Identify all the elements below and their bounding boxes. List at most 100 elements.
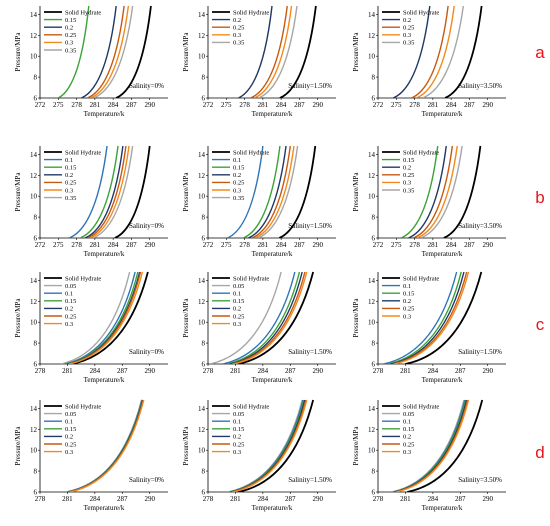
- y-tick-label: 8: [202, 340, 206, 348]
- y-tick-label: 10: [368, 193, 376, 201]
- salinity-note: Salinity=0%: [129, 82, 164, 90]
- y-tick-label: 10: [368, 319, 376, 327]
- series-line-0-1: [64, 271, 136, 364]
- x-tick-label: 287: [285, 367, 296, 375]
- series-line-solid-hydrate: [71, 271, 149, 364]
- legend-label: 0.2: [233, 172, 241, 179]
- series-line-0-2: [238, 5, 273, 98]
- legend-label: 0.05: [65, 283, 76, 290]
- y-tick-label: 10: [30, 447, 38, 455]
- series-line-0-25: [251, 145, 291, 238]
- y-tick-label: 6: [34, 361, 38, 369]
- x-tick-label: 275: [53, 101, 64, 109]
- legend-label: 0.2: [233, 17, 241, 24]
- x-tick-label: 278: [71, 101, 82, 109]
- legend-label: 0.05: [65, 411, 76, 418]
- x-tick-label: 284: [258, 495, 269, 503]
- y-tick-label: 8: [202, 214, 206, 222]
- x-tick-label: 281: [62, 367, 73, 375]
- panel-d1: 278 281 284 287 290 6 8 10 12 14 Temperature/k Pres…: [14, 399, 168, 512]
- x-tick-label: 290: [144, 495, 155, 503]
- legend-label: 0.2: [403, 434, 411, 441]
- x-tick-label: 278: [373, 495, 384, 503]
- legend-label: Solid Hydrate: [65, 403, 101, 410]
- y-tick-label: 14: [30, 11, 38, 19]
- salinity-note: Salinity=3.50%: [458, 222, 502, 230]
- legend-label: Solid Hydrate: [403, 9, 439, 16]
- y-tick-label: 8: [372, 74, 376, 82]
- legend-label: 0.1: [233, 419, 241, 426]
- legend-label: Solid Hydrate: [233, 403, 269, 410]
- salinity-note: Salinity=1.50%: [288, 82, 332, 90]
- series-line-0-25: [231, 271, 306, 364]
- x-axis-label: Temperature/k: [422, 110, 463, 118]
- legend-label: 0.2: [65, 25, 73, 32]
- x-tick-label: 284: [428, 495, 439, 503]
- x-tick-label: 275: [53, 241, 64, 249]
- salinity-note: Salinity=1.50%: [458, 348, 502, 356]
- y-tick-label: 6: [202, 361, 206, 369]
- x-tick-label: 281: [258, 241, 269, 249]
- y-axis-label: Pressure/MPa: [14, 172, 22, 212]
- series-line-0-3: [394, 271, 470, 364]
- x-tick-label: 287: [455, 495, 466, 503]
- panel-c3: 278 281 284 287 290 6 8 10 12 14 Temperature/k Pres…: [352, 271, 506, 384]
- legend-label: 0.25: [403, 306, 414, 313]
- panel-c2: 278 281 284 287 290 6 8 10 12 14 Temperature/k Pres…: [182, 271, 336, 384]
- y-tick-label: 14: [368, 151, 376, 159]
- y-tick-label: 8: [202, 468, 206, 476]
- x-tick-label: 284: [108, 101, 119, 109]
- x-tick-label: 284: [276, 241, 287, 249]
- y-tick-label: 6: [202, 489, 206, 497]
- legend-label: 0.15: [403, 157, 414, 164]
- legend-label: 0.3: [403, 449, 411, 456]
- y-tick-label: 14: [30, 405, 38, 413]
- y-tick-label: 12: [198, 426, 206, 434]
- x-axis-label: Temperature/k: [84, 110, 125, 118]
- x-tick-label: 281: [230, 367, 241, 375]
- legend-label: Solid Hydrate: [65, 149, 101, 156]
- y-tick-label: 14: [198, 11, 206, 19]
- x-tick-label: 287: [126, 101, 137, 109]
- salinity-note: Salinity=3.50%: [458, 82, 502, 90]
- x-tick-label: 287: [455, 367, 466, 375]
- x-tick-label: 284: [446, 241, 457, 249]
- legend-label: 0.05: [233, 283, 244, 290]
- legend-label: 0.2: [403, 17, 411, 24]
- series-line-0-2: [408, 145, 447, 238]
- y-tick-label: 14: [198, 277, 206, 285]
- series-line-0-1: [68, 145, 108, 238]
- salinity-note: Salinity=1.50%: [288, 476, 332, 484]
- legend-label: 0.25: [403, 441, 414, 448]
- y-axis-label: Pressure/MPa: [14, 32, 22, 72]
- x-axis-label: Temperature/k: [252, 250, 293, 258]
- series-line-0-25: [87, 145, 127, 238]
- legend-label: 0.05: [233, 411, 244, 418]
- y-axis-label: Pressure/MPa: [14, 298, 22, 338]
- legend-label: 0.2: [233, 434, 241, 441]
- series-line-0-35: [420, 145, 463, 238]
- legend-label: 0.3: [403, 313, 411, 320]
- x-tick-label: 278: [409, 241, 420, 249]
- x-tick-label: 287: [294, 101, 305, 109]
- x-tick-label: 272: [203, 241, 214, 249]
- legend-label: 0.3: [403, 32, 411, 39]
- legend-label: 0.1: [65, 419, 73, 426]
- series-line-0-05: [209, 271, 282, 364]
- series-line-solid-hydrate: [278, 145, 317, 238]
- legend-label: 0.25: [233, 313, 244, 320]
- legend-label: Solid Hydrate: [65, 9, 101, 16]
- x-axis-label: Temperature/k: [84, 376, 125, 384]
- x-tick-label: 287: [126, 241, 137, 249]
- series-line-0-15: [387, 271, 462, 364]
- y-tick-label: 6: [372, 95, 376, 103]
- series-line-0-15: [227, 271, 301, 364]
- series-line-0-3: [69, 399, 145, 492]
- x-tick-label: 287: [464, 241, 475, 249]
- legend-label: 0.35: [65, 47, 76, 54]
- x-axis-label: Temperature/k: [422, 504, 463, 512]
- y-tick-label: 10: [30, 53, 38, 61]
- y-tick-label: 6: [34, 235, 38, 243]
- y-tick-label: 6: [34, 95, 38, 103]
- y-tick-label: 12: [368, 32, 376, 40]
